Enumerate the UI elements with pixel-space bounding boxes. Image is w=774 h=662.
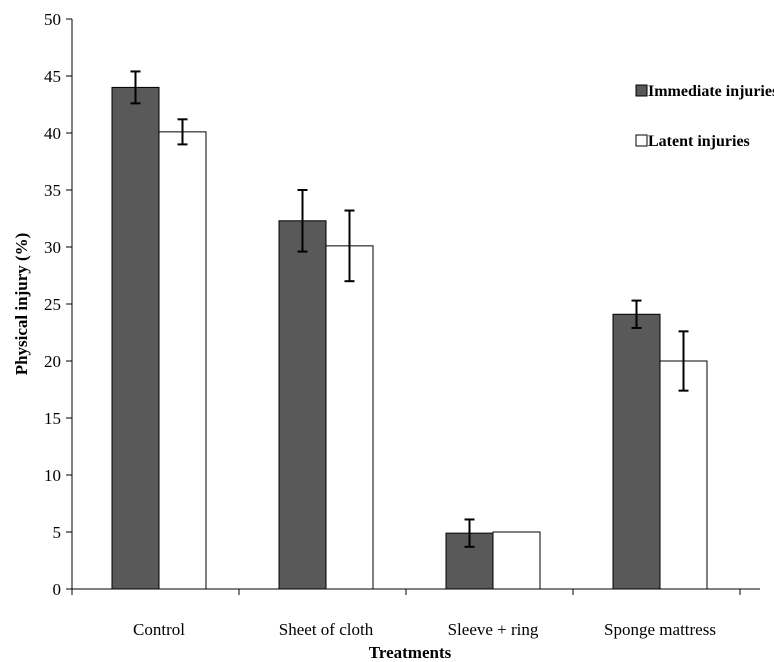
- bar-immediate-injuries-sponge-mattress: [612, 313, 661, 590]
- y-ticks: 0 5 10 15 20 25 30 35 40 45 50: [44, 10, 72, 599]
- bar-latent-injuries-sponge-mattress: [659, 360, 708, 590]
- bar-latent-injuries-sheet-of-cloth: [325, 245, 374, 590]
- y-tick-label: 5: [53, 523, 62, 542]
- x-ticks: Control Sheet of cloth Sleeve + ring Sponge…: [71, 589, 741, 639]
- category-label-sponge-mattress: Sponge mattress: [604, 620, 716, 639]
- y-tick-label: 25: [44, 295, 61, 314]
- bar-immediate-injuries-control: [111, 86, 160, 590]
- error-bar-immediate-injuries-control: [130, 70, 141, 105]
- x-axis-title: Treatments: [369, 643, 452, 662]
- category-label-control: Control: [133, 620, 185, 639]
- error-bar-immediate-injuries-sponge-mattress: [631, 299, 642, 329]
- y-axis-title: Physical injury (%): [12, 233, 31, 376]
- y-tick-label: 50: [44, 10, 61, 29]
- y-tick-label: 20: [44, 352, 61, 371]
- error-bar-latent-injuries-sponge-mattress: [678, 330, 689, 392]
- bar-immediate-injuries-sheet-of-cloth: [278, 220, 327, 590]
- bar-latent-injuries-sleeve-ring: [492, 531, 541, 590]
- error-bar-latent-injuries-sheet-of-cloth: [344, 209, 355, 283]
- y-tick-label: 10: [44, 466, 61, 485]
- legend: Immediate injuries Latent injuries: [635, 83, 774, 150]
- y-tick-label: 0: [53, 580, 62, 599]
- y-tick-label: 30: [44, 238, 61, 257]
- legend-swatch-immediate-injuries: [635, 84, 648, 97]
- category-label-sheet-of-cloth: Sheet of cloth: [279, 620, 374, 639]
- error-bar-immediate-injuries-sheet-of-cloth: [297, 189, 308, 253]
- legend-swatch-latent-injuries: [635, 134, 648, 147]
- bars-layer: [111, 86, 708, 590]
- legend-label-immediate-injuries: Immediate injuries: [648, 83, 774, 100]
- y-tick-label: 40: [44, 124, 61, 143]
- bar-latent-injuries-control: [158, 131, 207, 590]
- legend-label-latent-injuries: Latent injuries: [648, 133, 750, 150]
- y-tick-label: 45: [44, 67, 61, 86]
- error-bars-layer: [130, 70, 689, 548]
- category-label-sleeve-ring: Sleeve + ring: [448, 620, 539, 639]
- y-tick-label: 35: [44, 181, 61, 200]
- error-bar-latent-injuries-control: [177, 118, 188, 146]
- y-tick-label: 15: [44, 409, 61, 428]
- error-bar-immediate-injuries-sleeve-ring: [464, 518, 475, 548]
